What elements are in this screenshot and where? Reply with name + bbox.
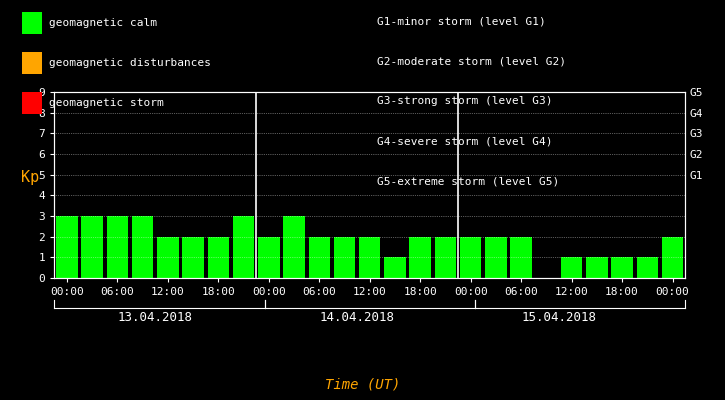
- Bar: [233, 216, 254, 278]
- Bar: [611, 257, 633, 278]
- Bar: [460, 237, 481, 278]
- Text: 13.04.2018: 13.04.2018: [117, 312, 193, 324]
- Bar: [132, 216, 154, 278]
- Bar: [410, 237, 431, 278]
- Bar: [561, 257, 582, 278]
- Bar: [157, 237, 178, 278]
- Text: G1-minor storm (level G1): G1-minor storm (level G1): [377, 16, 546, 26]
- Text: 15.04.2018: 15.04.2018: [521, 312, 597, 324]
- Text: geomagnetic calm: geomagnetic calm: [49, 18, 157, 28]
- Text: 14.04.2018: 14.04.2018: [320, 312, 394, 324]
- Bar: [309, 237, 330, 278]
- Bar: [510, 237, 532, 278]
- Bar: [662, 237, 683, 278]
- Text: G2-moderate storm (level G2): G2-moderate storm (level G2): [377, 56, 566, 66]
- Bar: [334, 237, 355, 278]
- Text: G5-extreme storm (level G5): G5-extreme storm (level G5): [377, 176, 559, 186]
- Bar: [435, 237, 456, 278]
- Bar: [586, 257, 608, 278]
- Bar: [183, 237, 204, 278]
- Bar: [81, 216, 103, 278]
- Bar: [207, 237, 229, 278]
- Text: G3-strong storm (level G3): G3-strong storm (level G3): [377, 96, 552, 106]
- Bar: [258, 237, 280, 278]
- Y-axis label: Kp: Kp: [21, 170, 39, 185]
- Text: G4-severe storm (level G4): G4-severe storm (level G4): [377, 136, 552, 146]
- Bar: [637, 257, 658, 278]
- Bar: [107, 216, 128, 278]
- Bar: [57, 216, 78, 278]
- Bar: [384, 257, 406, 278]
- Bar: [485, 237, 507, 278]
- Text: geomagnetic disturbances: geomagnetic disturbances: [49, 58, 211, 68]
- Text: geomagnetic storm: geomagnetic storm: [49, 98, 164, 108]
- Text: Time (UT): Time (UT): [325, 378, 400, 392]
- Bar: [359, 237, 381, 278]
- Bar: [283, 216, 304, 278]
